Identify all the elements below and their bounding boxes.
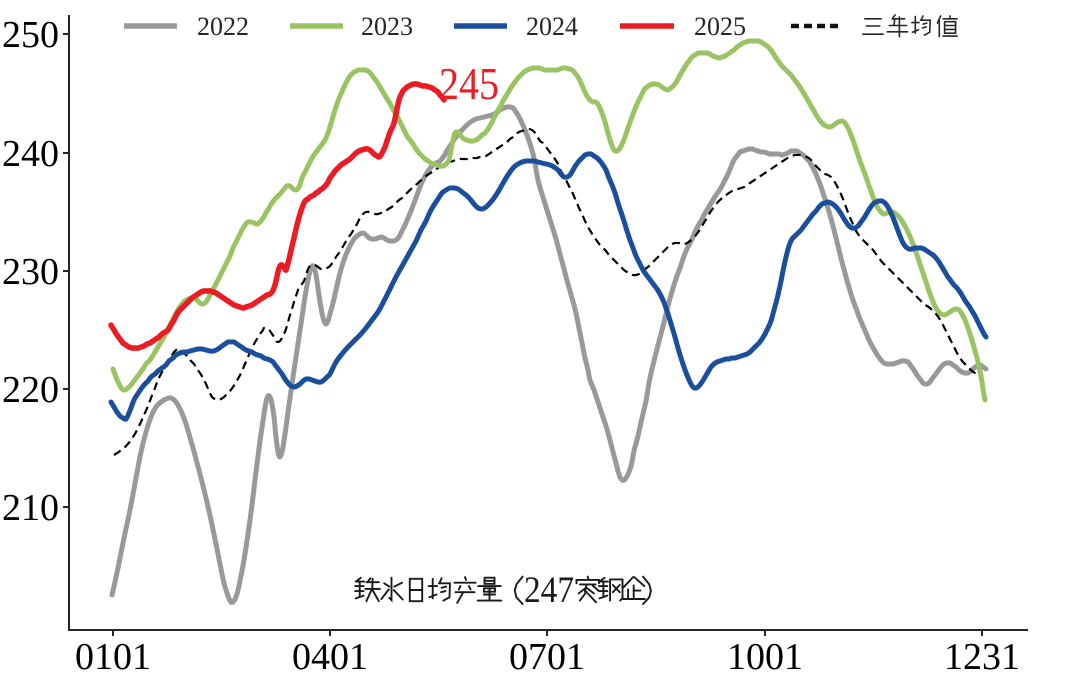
svg-text:247: 247 — [524, 570, 574, 611]
svg-text:1231: 1231 — [944, 636, 1020, 675]
svg-text:240: 240 — [2, 133, 59, 175]
svg-text:0701: 0701 — [509, 636, 585, 675]
svg-text:2023: 2023 — [361, 12, 413, 41]
svg-text:220: 220 — [2, 369, 59, 411]
svg-text:0101: 0101 — [75, 636, 151, 675]
svg-text:210: 210 — [2, 487, 59, 529]
svg-text:245: 245 — [439, 58, 499, 109]
svg-text:2024: 2024 — [526, 12, 578, 41]
svg-text:2025: 2025 — [694, 12, 746, 41]
svg-text:250: 250 — [2, 14, 59, 56]
svg-text:2022: 2022 — [197, 12, 249, 41]
svg-text:0401: 0401 — [292, 636, 368, 675]
svg-text:1001: 1001 — [727, 636, 803, 675]
svg-text:230: 230 — [2, 251, 59, 293]
